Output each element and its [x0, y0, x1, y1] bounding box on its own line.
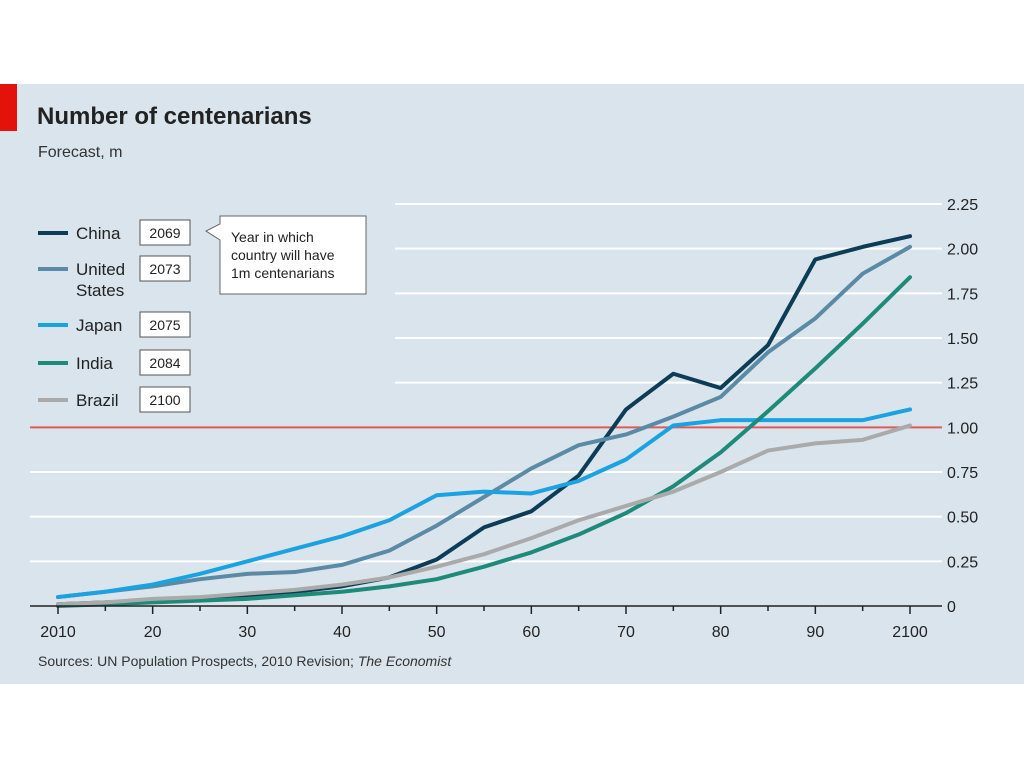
x-tick-label: 40 [333, 624, 351, 641]
y-tick-label: 2.25 [947, 197, 978, 214]
callout: Year in which country will have 1m centena… [204, 215, 367, 295]
source-publication: The Economist [357, 653, 452, 669]
year-box-value: 2075 [149, 317, 180, 333]
year-box [139, 219, 191, 246]
source-note: Sources: UN Population Prospects, 2010 R… [38, 653, 451, 669]
callout-text: Year in which [231, 229, 314, 245]
x-tick-label: 90 [806, 624, 824, 641]
gridlines [30, 203, 942, 563]
brand-red-bar [0, 84, 17, 131]
legend-entry: Japan 2075 [38, 311, 191, 338]
year-box [139, 386, 191, 413]
y-tick-label: 0.75 [947, 465, 978, 482]
y-tick-label: 1.75 [947, 286, 978, 303]
y-tick-label: 1.25 [947, 376, 978, 393]
year-box-value: 2069 [149, 225, 180, 241]
x-tick-label: 50 [428, 624, 446, 641]
source-text: Sources: UN Population Prospects, 2010 R… [38, 653, 358, 669]
y-tick-label: 1.00 [947, 420, 978, 437]
series-line-brazil [56, 423, 912, 607]
legend: China 2069 United States 2073 Japan 2075 India 2… [38, 219, 191, 413]
legend-label: States [76, 281, 124, 300]
y-tick-label: 1.50 [947, 331, 978, 348]
y-tick-label: 0.25 [947, 554, 978, 571]
series-line-japan [56, 407, 912, 600]
year-box [139, 311, 191, 338]
legend-label: Japan [76, 316, 122, 335]
series-line-india [56, 275, 912, 608]
year-box-value: 2073 [149, 261, 180, 277]
chart-title: Number of centenarians [37, 103, 312, 130]
legend-label: Brazil [76, 391, 119, 410]
series-line-united-states [56, 244, 912, 600]
x-tick-label: 70 [617, 624, 635, 641]
x-tick-label: 2010 [40, 624, 76, 641]
legend-label: United [76, 260, 125, 279]
x-tick-label: 80 [712, 624, 730, 641]
legend-entry: United States 2073 [38, 255, 191, 300]
axes: 00.250.500.751.001.251.501.752.002.25201… [30, 197, 978, 641]
y-tick-label: 0.50 [947, 510, 978, 527]
x-tick-label: 20 [144, 624, 162, 641]
y-tick-label: 0 [947, 599, 956, 616]
legend-label: China [76, 224, 121, 243]
legend-entry: Brazil 2100 [38, 386, 191, 413]
year-box [139, 349, 191, 376]
x-tick-label: 30 [238, 624, 256, 641]
legend-label: India [76, 354, 113, 373]
year-box [139, 255, 191, 282]
series-lines [56, 234, 912, 608]
x-tick-label: 2100 [892, 624, 928, 641]
x-tick-label: 60 [522, 624, 540, 641]
y-tick-label: 2.00 [947, 242, 978, 259]
chart-subtitle: Forecast, m [38, 144, 123, 161]
year-box-value: 2084 [149, 355, 180, 371]
callout-text: 1m centenarians [231, 265, 335, 281]
legend-entry: India 2084 [38, 349, 191, 376]
year-box-value: 2100 [149, 392, 180, 408]
legend-entry: China 2069 [38, 219, 191, 246]
callout-bubble [204, 215, 367, 295]
callout-text: country will have [231, 247, 335, 263]
